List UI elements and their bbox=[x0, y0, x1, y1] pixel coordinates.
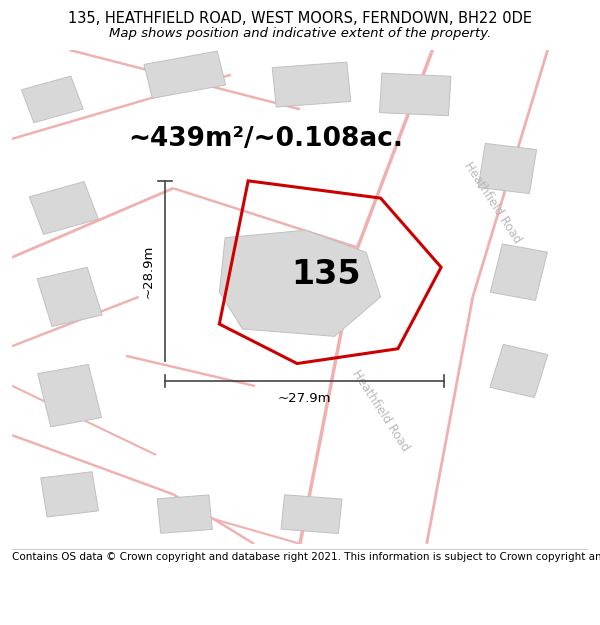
Text: 135: 135 bbox=[291, 258, 361, 291]
Polygon shape bbox=[220, 230, 380, 336]
Polygon shape bbox=[281, 495, 342, 534]
Polygon shape bbox=[490, 244, 547, 301]
Text: Map shows position and indicative extent of the property.: Map shows position and indicative extent… bbox=[109, 27, 491, 40]
Polygon shape bbox=[379, 73, 451, 116]
Polygon shape bbox=[38, 364, 101, 427]
Text: ~28.9m: ~28.9m bbox=[141, 244, 154, 298]
Text: Heathfield Road: Heathfield Road bbox=[462, 160, 524, 246]
Polygon shape bbox=[157, 495, 212, 533]
Text: ~439m²/~0.108ac.: ~439m²/~0.108ac. bbox=[128, 126, 403, 152]
Polygon shape bbox=[22, 76, 83, 122]
Text: Contains OS data © Crown copyright and database right 2021. This information is : Contains OS data © Crown copyright and d… bbox=[12, 552, 600, 562]
Polygon shape bbox=[144, 51, 226, 98]
Text: 135, HEATHFIELD ROAD, WEST MOORS, FERNDOWN, BH22 0DE: 135, HEATHFIELD ROAD, WEST MOORS, FERNDO… bbox=[68, 11, 532, 26]
Polygon shape bbox=[490, 344, 548, 398]
Polygon shape bbox=[29, 182, 98, 234]
Polygon shape bbox=[37, 268, 102, 326]
Text: Heathfield Road: Heathfield Road bbox=[349, 368, 412, 454]
Polygon shape bbox=[272, 62, 351, 107]
Text: ~27.9m: ~27.9m bbox=[278, 392, 331, 404]
Polygon shape bbox=[478, 143, 536, 194]
Polygon shape bbox=[41, 472, 98, 517]
